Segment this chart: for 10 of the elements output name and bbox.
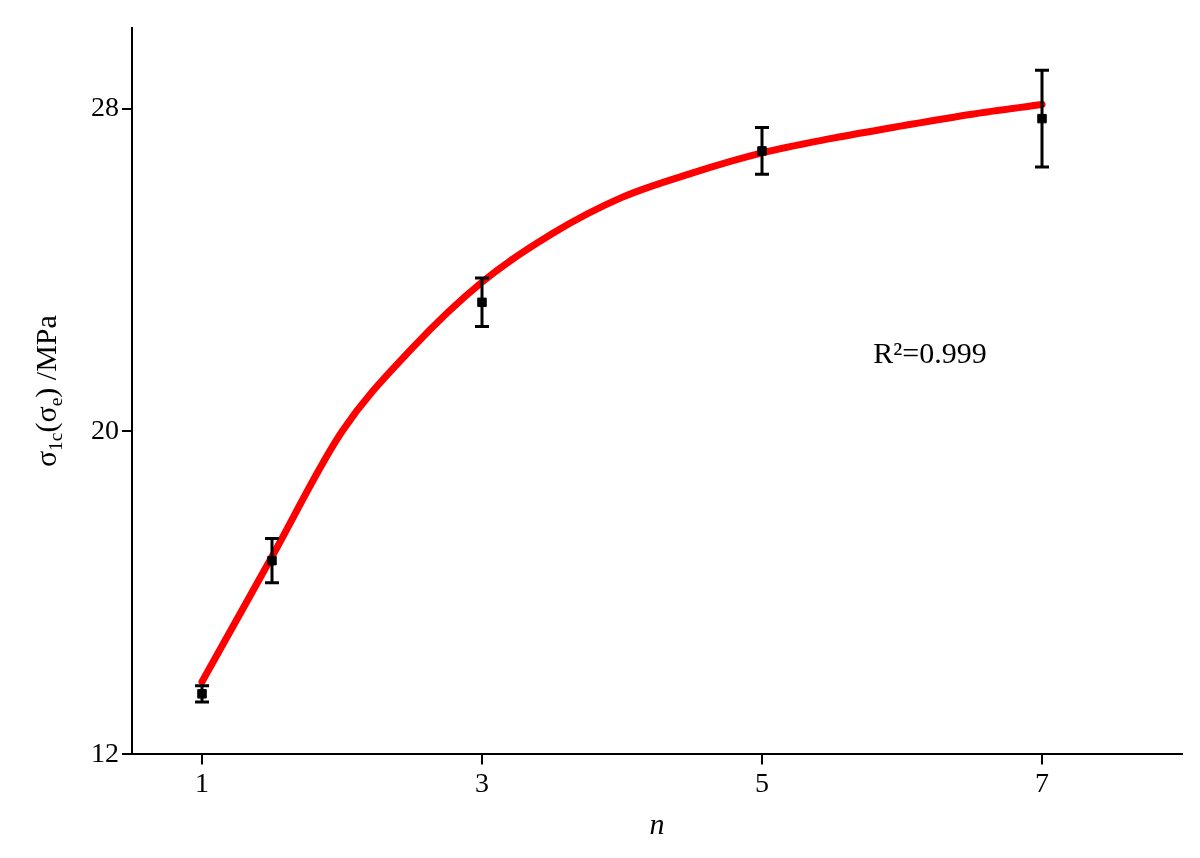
y-tick-label: 20: [91, 413, 119, 445]
x-tick-label: 3: [475, 766, 489, 798]
y-tick-label: 28: [91, 90, 119, 122]
annotation: R²=0.999: [873, 335, 987, 369]
y-axis-title: σ1c(σe) /MPa: [28, 315, 67, 468]
x-tick-label: 5: [755, 766, 769, 798]
x-tick-label: 1: [195, 766, 209, 798]
x-tick-label: 7: [1035, 766, 1049, 798]
x-axis-title: n: [649, 806, 665, 840]
y-tick-label: 12: [91, 736, 119, 768]
